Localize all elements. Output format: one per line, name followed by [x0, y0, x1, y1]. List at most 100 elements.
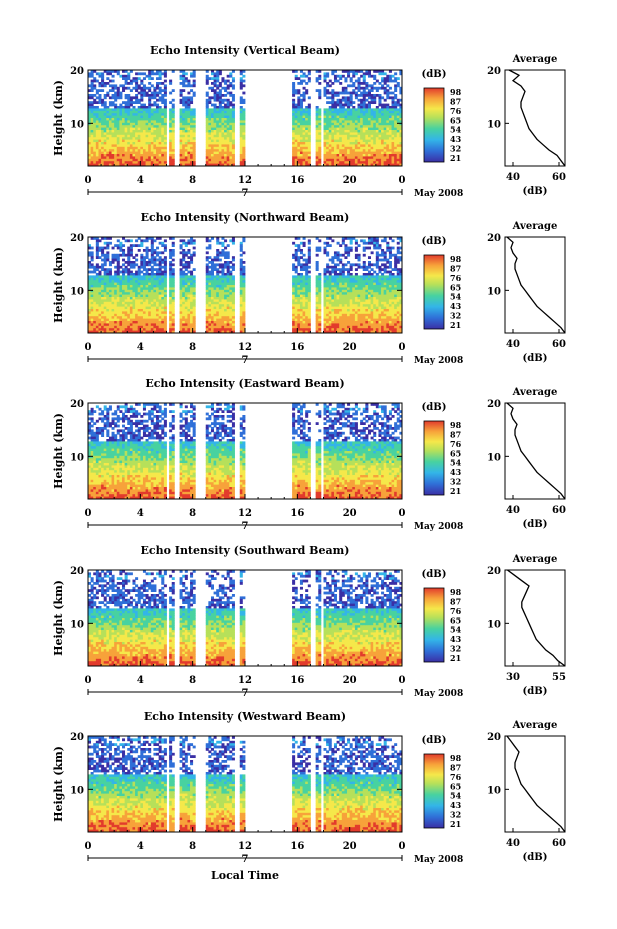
- heatmap-cell: [318, 96, 322, 100]
- heatmap-cell: [119, 94, 123, 97]
- heatmap-cell: [396, 144, 400, 148]
- heatmap-cell: [127, 304, 131, 307]
- heatmap-cell: [116, 118, 120, 121]
- heatmap-cell: [299, 137, 303, 140]
- heatmap-cell: [103, 330, 107, 334]
- heatmap-cell: [90, 313, 94, 317]
- heatmap-cell: [90, 74, 94, 78]
- heatmap-cell: [360, 70, 364, 73]
- heatmap-cell: [161, 96, 165, 100]
- heatmap-cell: [98, 108, 102, 112]
- heatmap-cell: [388, 91, 392, 95]
- heatmap-cell: [103, 277, 107, 281]
- heatmap-cell: [381, 113, 385, 116]
- heatmap-cell: [156, 301, 160, 305]
- heatmap-cell: [326, 154, 330, 157]
- heatmap-cell: [127, 261, 131, 264]
- heatmap-cell: [103, 328, 107, 331]
- heatmap-cell: [299, 268, 303, 271]
- heatmap-cell: [158, 146, 162, 150]
- heatmap-cell: [187, 161, 191, 164]
- heatmap-cell: [119, 246, 123, 250]
- heatmap-cell: [158, 268, 162, 271]
- heatmap-cell: [333, 118, 337, 121]
- heatmap-cell: [378, 113, 382, 116]
- heatmap-cell: [213, 268, 217, 271]
- heatmap-cell: [119, 309, 123, 312]
- heatmap-cell: [292, 285, 296, 288]
- heatmap-cell: [365, 139, 369, 143]
- heatmap-cell: [182, 74, 186, 78]
- heatmap-cell: [153, 154, 157, 157]
- heatmap-cell: [140, 289, 144, 293]
- heatmap-cell: [307, 309, 311, 312]
- heatmap-cell: [111, 256, 115, 259]
- heatmap-cell: [344, 146, 348, 150]
- heatmap-cell: [375, 106, 379, 109]
- heatmap-cell: [229, 127, 233, 131]
- heatmap-cell: [187, 79, 191, 83]
- heatmap-cell: [383, 77, 387, 80]
- heatmap-cell: [101, 265, 105, 269]
- heatmap-cell: [239, 280, 243, 283]
- heatmap-cell: [394, 144, 398, 148]
- heatmap-cell: [367, 130, 371, 133]
- heatmap-cell: [226, 304, 230, 307]
- heatmap-cell: [213, 149, 217, 152]
- heatmap-cell: [101, 79, 105, 83]
- heatmap-cell: [210, 330, 214, 334]
- heatmap-cell: [111, 277, 115, 281]
- heatmap-cell: [362, 106, 366, 109]
- heatmap-cell: [184, 297, 188, 300]
- heatmap-cell: [140, 115, 144, 119]
- heatmap-cell: [370, 86, 374, 90]
- heatmap-cell: [127, 130, 131, 133]
- heatmap-cell: [315, 249, 319, 252]
- heatmap-cell: [297, 280, 301, 283]
- heatmap-cell: [129, 318, 133, 322]
- heatmap-cell: [142, 256, 146, 259]
- heatmap-cell: [135, 84, 139, 88]
- heatmap-cell: [378, 161, 382, 164]
- heatmap-cell: [318, 282, 322, 286]
- colorbar-tick-label: 54: [450, 125, 462, 135]
- heatmap-cell: [216, 115, 220, 119]
- heatmap-cell: [122, 294, 126, 298]
- heatmap-cell: [190, 241, 194, 245]
- heatmap-cell: [323, 89, 327, 92]
- heatmap-cell: [132, 277, 136, 281]
- heatmap-cell: [302, 96, 306, 100]
- heatmap-cell: [182, 301, 186, 305]
- heatmap-cell: [323, 161, 327, 164]
- heatmap-cell: [210, 318, 214, 322]
- heatmap-cell: [163, 120, 167, 124]
- heatmap-cell: [399, 137, 403, 140]
- heatmap-cell: [224, 139, 228, 143]
- heatmap-cell: [224, 321, 228, 324]
- heatmap-cell: [388, 106, 392, 109]
- heatmap-cell: [111, 156, 115, 160]
- heatmap-cell: [124, 103, 128, 107]
- heatmap-cell: [106, 316, 110, 319]
- heatmap-cell: [344, 158, 348, 162]
- heatmap-cell: [93, 139, 97, 143]
- heatmap-cell: [383, 154, 387, 157]
- heatmap-cell: [114, 253, 118, 257]
- heatmap-cell: [205, 110, 209, 114]
- heatmap-cell: [224, 130, 228, 133]
- heatmap-cell: [137, 120, 141, 124]
- heatmap-cell: [148, 161, 152, 164]
- heatmap-cell: [179, 318, 183, 322]
- heatmap-cell: [331, 115, 335, 119]
- heatmap-cell: [182, 328, 186, 331]
- heatmap-cell: [161, 265, 165, 269]
- heatmap-cell: [367, 113, 371, 116]
- heatmap-cell: [344, 151, 348, 155]
- heatmap-cell: [192, 316, 196, 319]
- heatmap-cell: [163, 79, 167, 83]
- heatmap-cell: [93, 86, 97, 90]
- heatmap-cell: [349, 98, 353, 102]
- heatmap-cell: [90, 154, 94, 157]
- heatmap-cell: [114, 96, 118, 100]
- heatmap-cell: [231, 94, 235, 97]
